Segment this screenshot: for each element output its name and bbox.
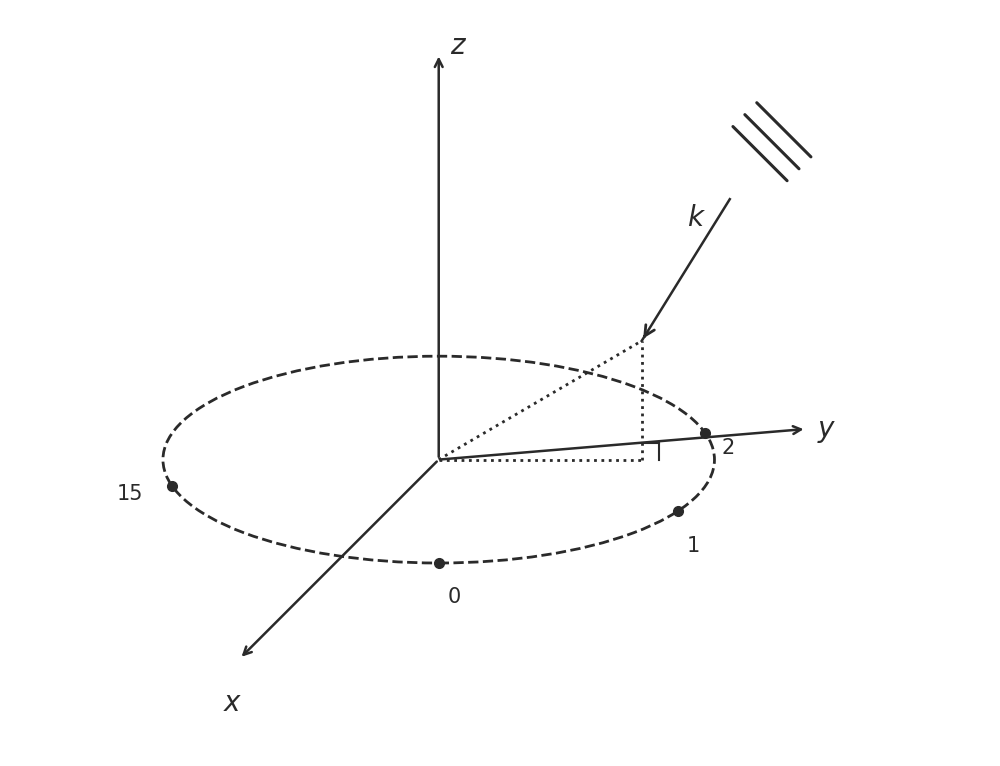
Text: 2: 2 bbox=[721, 438, 735, 458]
Text: 1: 1 bbox=[686, 535, 699, 556]
Text: 15: 15 bbox=[117, 484, 143, 504]
Text: k: k bbox=[687, 205, 703, 232]
Text: x: x bbox=[224, 689, 240, 718]
Text: y: y bbox=[818, 415, 834, 443]
Text: 0: 0 bbox=[447, 588, 461, 607]
Text: z: z bbox=[450, 32, 465, 60]
